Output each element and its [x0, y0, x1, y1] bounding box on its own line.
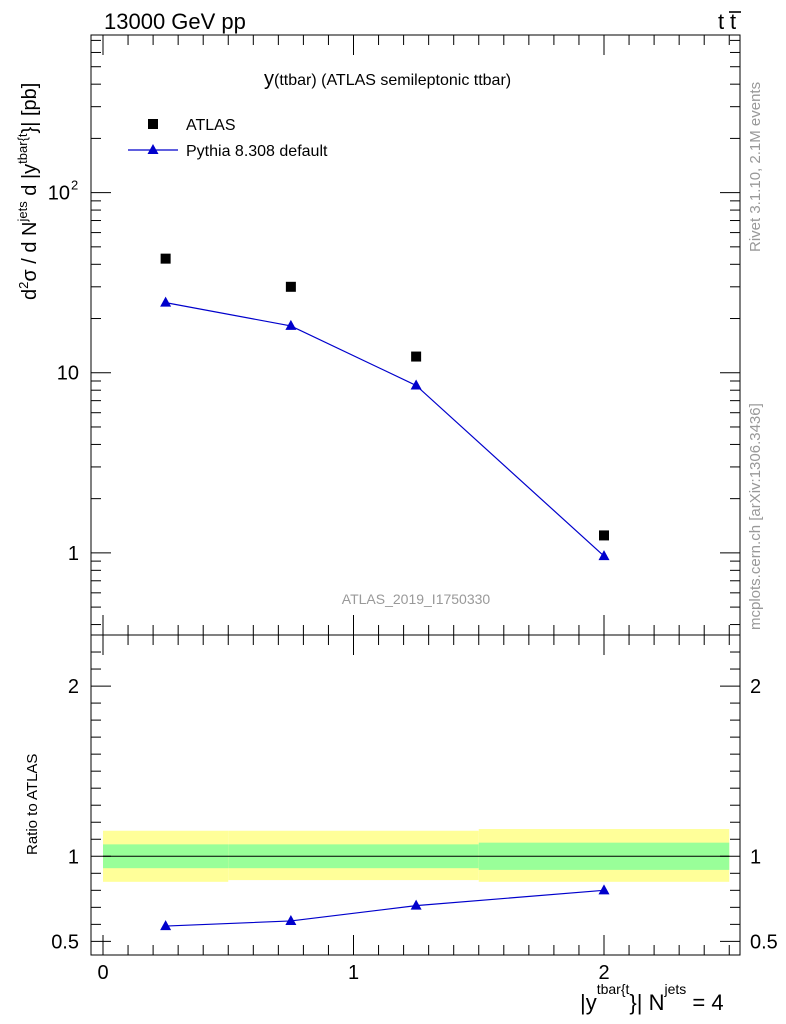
ratio-y-tick-label: 0.5 [51, 931, 79, 953]
x-axis-label: |ytbar{t}| Njets = 4 [580, 981, 724, 1015]
rivet-info: Rivet 3.1.10, 2.1M events [747, 82, 764, 252]
analysis-watermark: ATLAS_2019_I1750330 [342, 591, 491, 607]
ratio-y-tick-label: 2 [68, 676, 79, 698]
atlas-point [160, 253, 171, 264]
source-info: mcplots.cern.ch [arXiv:1306.3436] [747, 403, 764, 630]
header-energy: 13000 GeV pp [104, 9, 246, 34]
pythia-point [410, 379, 422, 390]
legend-marker-pythia [147, 144, 159, 154]
main-title: y(ttbar) (ATLAS semileptonic ttbar) [264, 68, 511, 90]
ratio-ticks [91, 635, 740, 955]
legend-label-atlas: ATLAS [186, 117, 236, 134]
main-title-y: y [264, 68, 274, 90]
main-ticks [91, 35, 740, 635]
pythia-ratio-point [160, 920, 172, 931]
legend-label-pythia: Pythia 8.308 default [186, 143, 328, 160]
xlabel-tbar: tbar{t [597, 981, 630, 997]
header-process: t t [718, 9, 741, 34]
main-y-tick-label-exp: 2 [71, 178, 78, 193]
ratio-bands [103, 829, 730, 882]
main-y-tick-label: 10 [57, 363, 79, 385]
ylabel-dy: d |y [19, 164, 41, 201]
pythia-point [160, 296, 172, 307]
x-tick-label: 1 [348, 962, 359, 984]
ratio-y-tick-label-right: 2 [750, 676, 761, 698]
main-y-tick-label: 1 [68, 543, 79, 565]
pythia-ratio-point [285, 914, 297, 925]
pythia-ratio-line [165, 889, 605, 927]
ratio-y-axis-label: Ratio to ATLAS [24, 754, 41, 855]
pythia-point [285, 319, 297, 330]
ratio-panel: 0.5 0.5 1 1 2 2 0 1 2 [51, 634, 778, 984]
xlabel-tail: = 4 [686, 990, 723, 1015]
main-series [160, 253, 610, 561]
atlas-point [411, 351, 422, 362]
ylabel-two: 2 [16, 282, 31, 289]
main-y-tick-label: 10 [48, 183, 70, 205]
pythia-point [598, 550, 610, 561]
ratio-y-tick-label: 1 [68, 846, 79, 868]
ylabel-jets: jets [15, 201, 30, 223]
pythia-line [165, 302, 605, 557]
main-y-axis-label: d2σ / d Njets d |ytbar{t}| [pb] [15, 83, 41, 300]
pythia-ratio-point [598, 884, 610, 895]
ratio-series [160, 884, 610, 931]
legend: ATLAS Pythia 8.308 default [128, 117, 328, 160]
atlas-point [285, 281, 296, 292]
pythia-ratio-point [410, 899, 422, 910]
legend-marker-atlas [148, 119, 158, 129]
ratio-y-tick-label-right: 1 [750, 846, 761, 868]
header-process-t1: t [718, 9, 724, 34]
atlas-point [599, 530, 609, 541]
ylabel-d: d [19, 289, 41, 300]
xlabel-close: }| N [629, 990, 664, 1015]
xlabel-jets: jets [663, 981, 686, 997]
ratio-y-tick-label-right: 0.5 [750, 931, 778, 953]
main-title-rest: (ttbar) (ATLAS semileptonic ttbar) [274, 72, 511, 89]
x-tick-label: 0 [97, 962, 108, 984]
ratio-frame [90, 634, 741, 956]
ratio-tick-labels: 0.5 0.5 1 1 2 2 0 1 2 [51, 676, 778, 984]
ylabel-sigma: σ / d N [19, 222, 41, 282]
xlabel-abs: |y [580, 990, 597, 1015]
ylabel-tail: }| [pb] [19, 83, 41, 134]
x-tick-label: 2 [598, 962, 609, 984]
header-process-t2: t [730, 9, 736, 34]
ylabel-tbar: tbar{t [15, 133, 30, 164]
